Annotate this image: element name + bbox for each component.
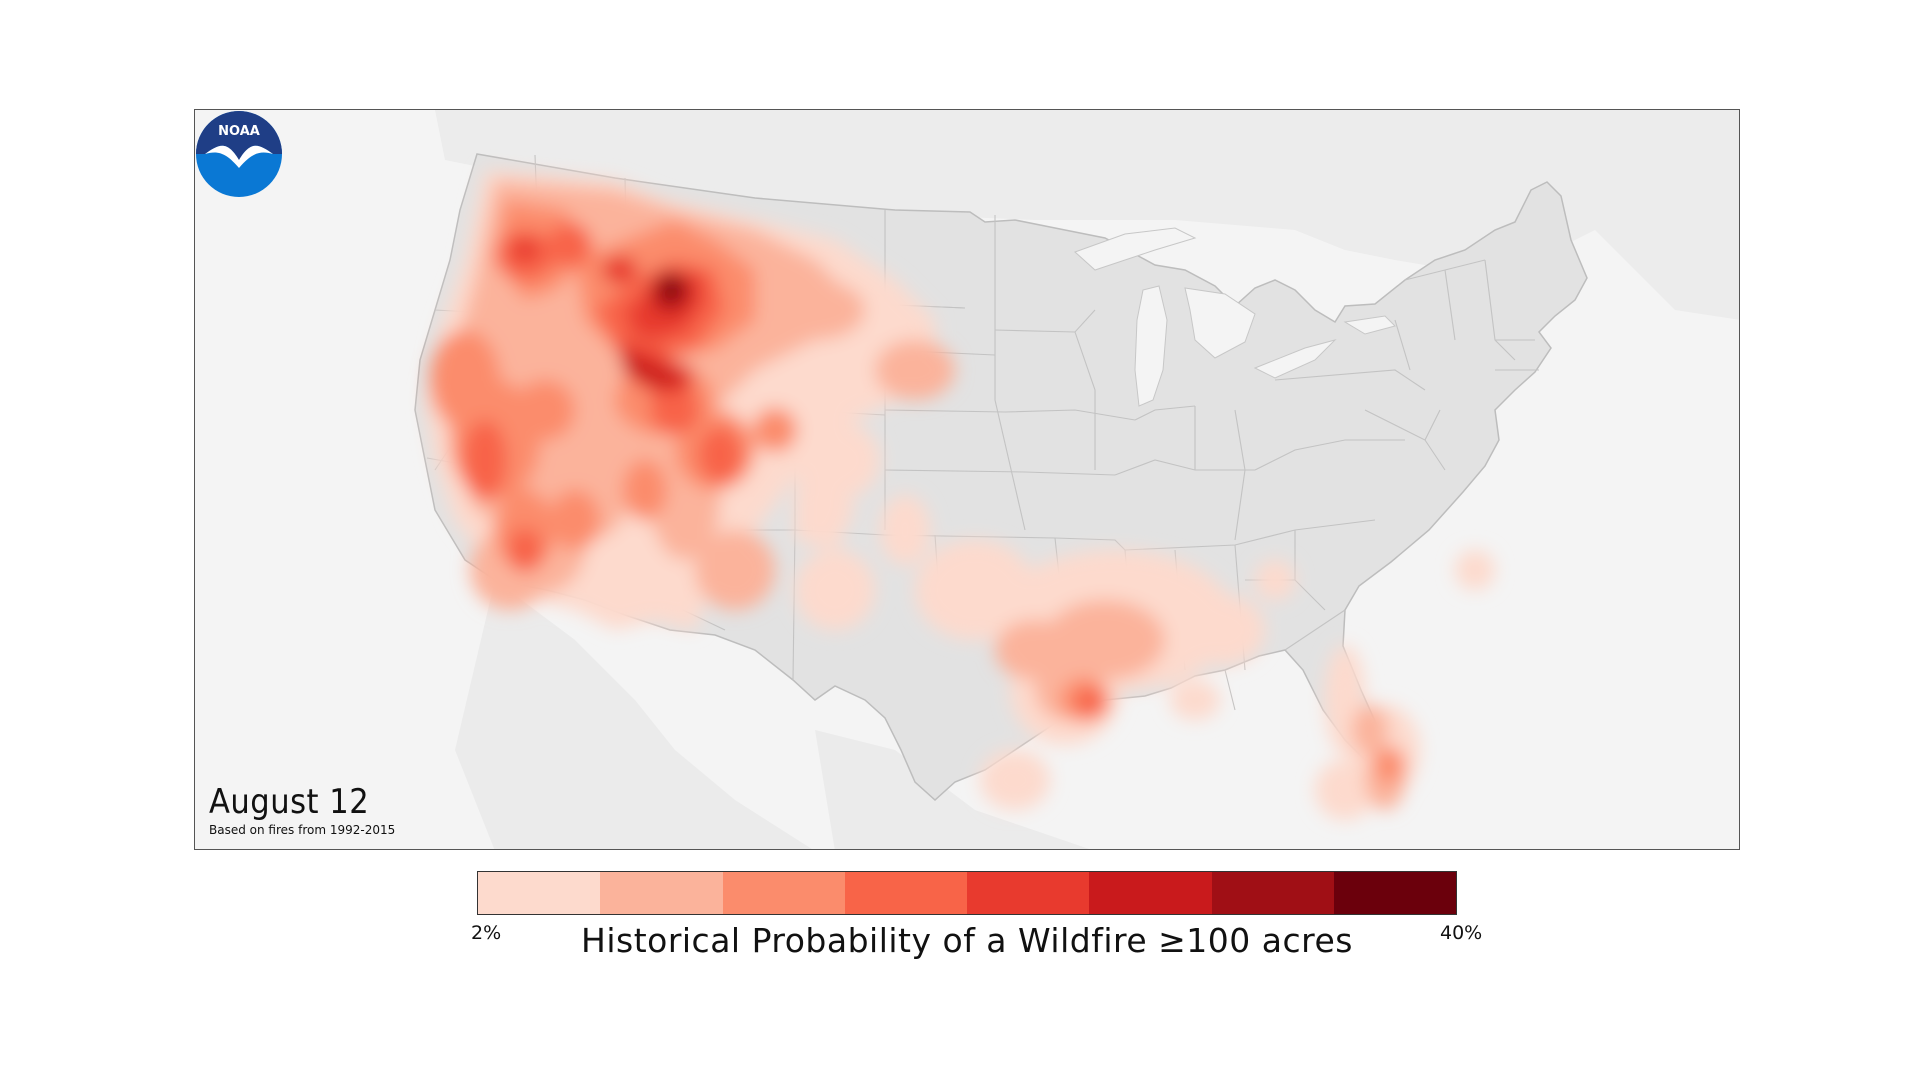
lake-erie: [1253, 339, 1337, 379]
legend-swatch-3: [722, 872, 845, 914]
map-frame: August 12 Based on fires from 1992-2015 …: [194, 109, 1740, 850]
legend-swatch-6: [1089, 872, 1212, 914]
date-label: August 12: [209, 782, 370, 822]
logo-text: NOAA: [218, 124, 260, 139]
logo-gull: [205, 145, 273, 168]
probability-layer: [425, 170, 1495, 820]
probability-level-8: [666, 279, 680, 297]
legend-swatch-2: [600, 872, 723, 914]
legend-max-label: 40%: [1440, 922, 1483, 944]
legend-swatch-5: [967, 872, 1090, 914]
noaa-logo: NOAA: [196, 111, 282, 197]
lake-michigan: [1134, 285, 1168, 407]
logo-top: [196, 111, 282, 160]
legend-title: Historical Probability of a Wildfire ≥10…: [581, 921, 1353, 960]
legend-swatch-4: [844, 872, 967, 914]
lake-ontario: [1343, 315, 1396, 335]
source-note: Based on fires from 1992-2015: [209, 823, 396, 837]
legend-swatch-8: [1333, 872, 1456, 914]
canada-land: [435, 110, 1739, 320]
mexico-land-east: [815, 730, 1090, 849]
legend-min-label: 2%: [471, 922, 502, 944]
legend-color-bar: [477, 871, 1457, 915]
conus-map: [414, 110, 1739, 849]
legend-swatch-7: [1211, 872, 1334, 914]
lake-huron: [1184, 287, 1256, 359]
lake-superior: [1074, 227, 1197, 271]
mexico-land: [455, 580, 812, 849]
legend-swatch-1: [478, 872, 601, 914]
